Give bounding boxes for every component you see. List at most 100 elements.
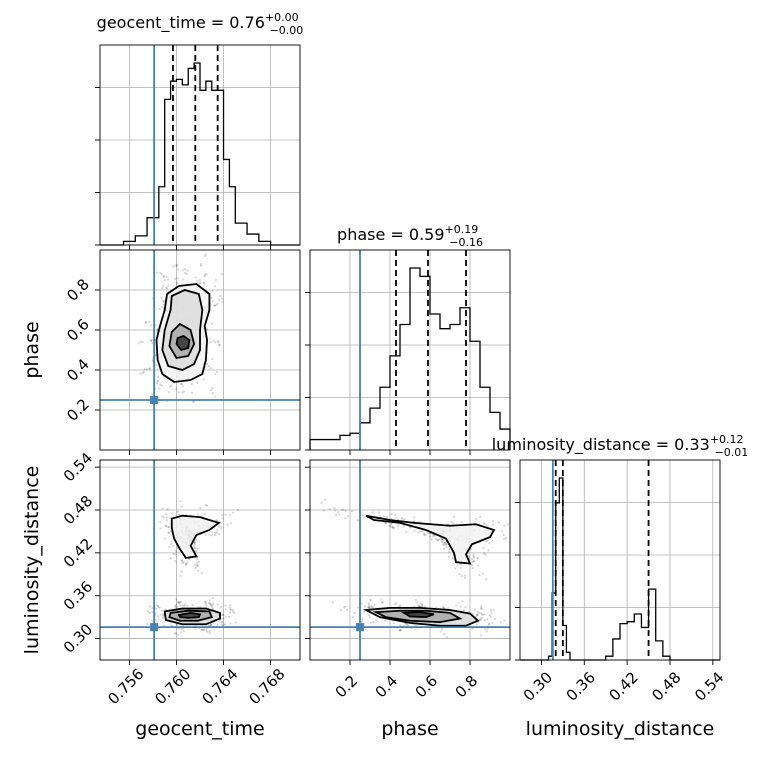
sample-point: [484, 628, 487, 631]
sample-point: [480, 634, 483, 637]
sample-point: [145, 320, 148, 324]
sample-point: [194, 566, 197, 569]
sample-point: [221, 513, 224, 517]
sample-point: [231, 610, 234, 613]
sample-point: [458, 573, 461, 576]
sample-point: [456, 563, 459, 566]
sample-point: [229, 622, 232, 625]
sample-point: [353, 611, 356, 615]
sample-point: [211, 290, 214, 293]
sample-point: [158, 307, 161, 311]
sample-point: [467, 555, 470, 558]
sample-point: [221, 613, 224, 616]
sample-point: [489, 615, 492, 618]
sample-point: [482, 522, 485, 525]
tick-label-luminosity_distance: 0.30: [60, 620, 96, 656]
sample-point: [210, 534, 214, 537]
sample-point: [337, 513, 341, 516]
sample-point: [162, 275, 165, 278]
histogram-luminosity_distance: [520, 477, 720, 661]
sample-point: [356, 519, 359, 522]
sample-point: [200, 572, 203, 575]
frame: [99, 249, 301, 451]
sample-point: [229, 608, 233, 611]
sample-point: [194, 563, 197, 567]
sample-point: [143, 368, 146, 371]
sample-point: [156, 380, 159, 383]
sample-point: [193, 547, 196, 550]
sample-point: [492, 608, 495, 611]
sample-point: [221, 300, 224, 303]
sample-point: [221, 272, 224, 275]
sample-point: [497, 521, 500, 524]
sample-point: [148, 320, 151, 323]
sample-point: [364, 605, 367, 608]
sample-point: [222, 617, 225, 620]
panel-2d-geocent_time-phase: [95, 249, 301, 455]
sample-point: [214, 304, 217, 307]
frame-phase: [309, 249, 511, 451]
sample-point: [399, 628, 402, 632]
sample-point: [368, 616, 372, 619]
sample-point: [232, 511, 235, 514]
tick-label-luminosity_distance: 0.54: [691, 668, 727, 704]
sample-point: [169, 543, 173, 546]
sample-point: [211, 607, 215, 610]
sample-point: [162, 516, 165, 519]
sample-point: [183, 268, 187, 271]
sample-point: [215, 531, 218, 534]
truth-marker: [150, 396, 159, 404]
sample-point: [485, 630, 488, 633]
sample-point: [464, 574, 467, 577]
sample-point: [391, 525, 394, 529]
contour-level-3: [372, 609, 463, 624]
sample-point: [172, 265, 175, 268]
sample-point: [447, 555, 451, 558]
sample-point: [324, 498, 327, 501]
sample-point: [419, 520, 422, 523]
sample-point: [162, 275, 165, 278]
sample-point: [395, 602, 398, 605]
sample-point: [196, 513, 199, 516]
sample-point: [490, 539, 494, 542]
sample-point: [475, 623, 479, 626]
sample-point: [490, 611, 493, 615]
sample-point: [216, 302, 219, 305]
sample-point: [204, 601, 207, 604]
sample-point: [166, 278, 169, 281]
sample-point: [440, 540, 444, 544]
sample-point: [398, 624, 402, 627]
sample-point: [196, 279, 199, 283]
sample-point: [156, 382, 159, 385]
tick-label-luminosity_distance: 0.30: [520, 668, 556, 704]
sample-point: [443, 541, 447, 544]
sample-point: [181, 278, 184, 281]
sample-point: [367, 602, 370, 605]
sample-point: [214, 373, 217, 376]
sample-point: [197, 560, 201, 563]
sample-point: [206, 362, 209, 365]
title-minus: −0.01: [715, 446, 749, 459]
frame-geocent_time: [99, 44, 301, 246]
sample-point: [159, 527, 162, 530]
title-main: luminosity_distance = 0.33: [492, 435, 710, 455]
sample-point: [476, 557, 479, 560]
sample-point: [170, 384, 173, 387]
sample-point: [483, 613, 486, 616]
sample-point: [209, 367, 213, 370]
sample-point: [178, 391, 181, 394]
sample-point: [471, 560, 474, 563]
sample-point: [442, 606, 445, 610]
sample-point: [179, 500, 182, 503]
sample-point: [480, 607, 483, 610]
sample-point: [186, 269, 189, 272]
sample-point: [216, 623, 219, 626]
sample-point: [220, 620, 223, 624]
contour-level-4: [175, 335, 191, 352]
sample-point: [160, 273, 163, 276]
tick-label-luminosity_distance: 0.36: [60, 578, 96, 614]
sample-point: [472, 612, 475, 616]
sample-point: [404, 622, 408, 625]
sample-point: [444, 542, 448, 546]
